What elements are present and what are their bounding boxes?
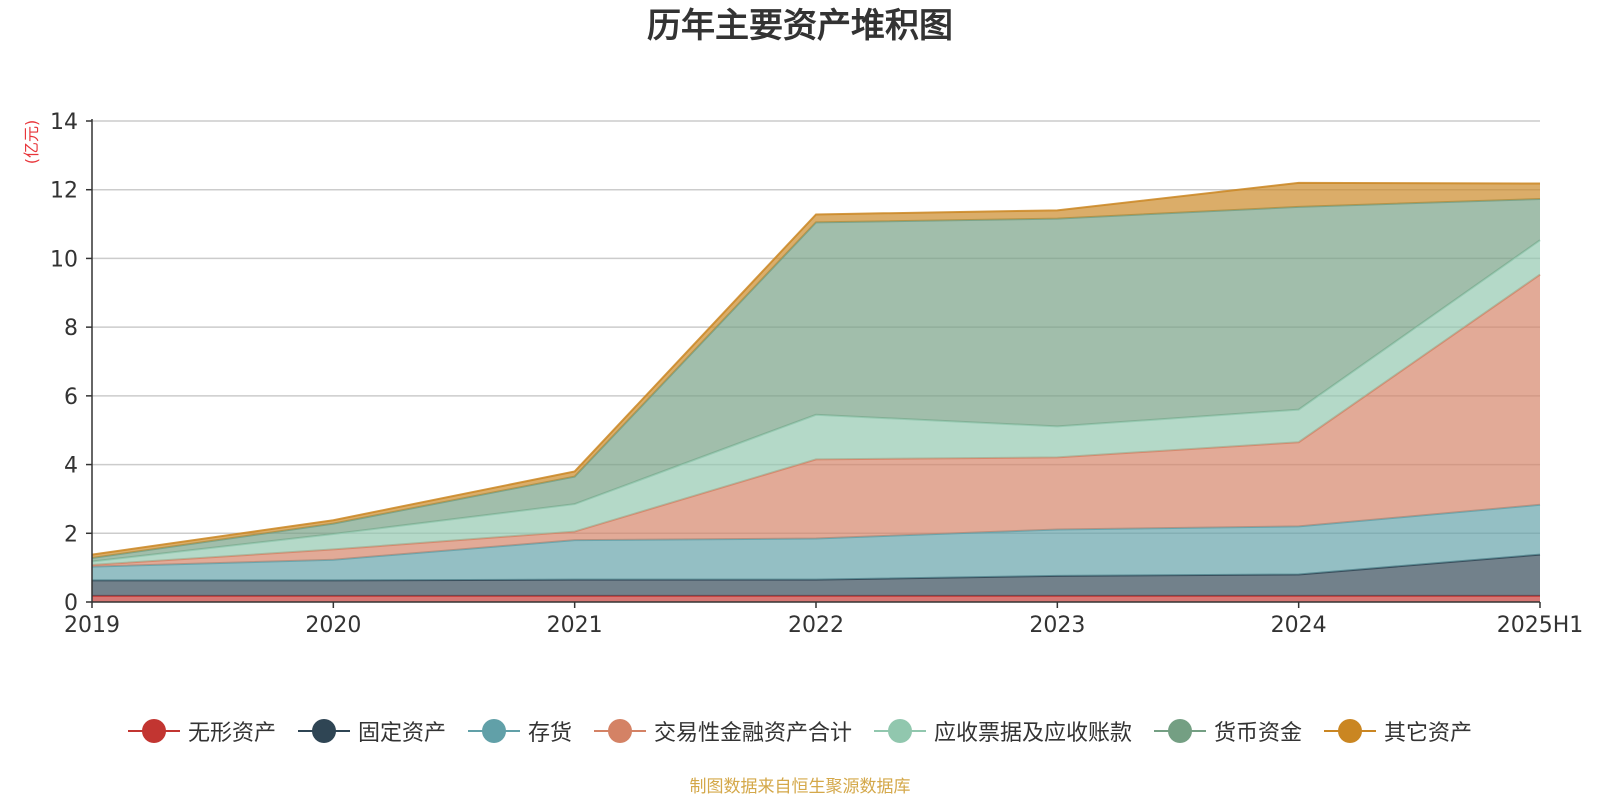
legend-item-1[interactable]: 固定资产 — [297, 715, 446, 747]
chart-title: 历年主要资产堆积图 — [647, 6, 953, 46]
y-tick-label-10: 10 — [50, 247, 78, 272]
legend-swatch-icon — [467, 719, 520, 743]
legend: 无形资产 固定资产 存货 交易性金融资产合计 应收票据及应收账款 货币资金 其它资产 — [0, 715, 1600, 747]
legend-swatch-icon — [874, 719, 926, 743]
y-axis-label: (亿元) — [22, 120, 41, 165]
legend-dot — [888, 719, 912, 743]
area-series-0 — [92, 595, 1540, 602]
y-tick-label-12: 12 — [50, 179, 78, 204]
x-tick-label-1: 2020 — [305, 613, 361, 638]
legend-swatch-icon — [127, 719, 180, 743]
legend-swatch-icon — [593, 719, 646, 743]
legend-label: 存货 — [527, 721, 572, 746]
legend-dot — [141, 719, 166, 743]
x-tick-label-0: 2019 — [64, 613, 120, 638]
legend-swatch-icon — [1324, 719, 1377, 743]
y-tick-label-8: 8 — [64, 316, 78, 341]
legend-item-3[interactable]: 交易性金融资产合计 — [593, 715, 852, 747]
line-series-5 — [91, 197, 1541, 560]
line-series-3 — [91, 273, 1541, 566]
legend-dot — [481, 719, 506, 743]
x-tick-label-3: 2022 — [788, 613, 844, 638]
legend-label: 应收票据及应收账款 — [934, 721, 1133, 746]
legend-label: 其它资产 — [1384, 721, 1473, 746]
y-tick-label-2: 2 — [64, 522, 78, 547]
x-tick-label-2: 2021 — [547, 613, 603, 638]
area-series-5 — [92, 198, 1540, 562]
legend-label: 货币资金 — [1214, 721, 1303, 746]
legend-dot — [1338, 719, 1363, 743]
legend-item-6[interactable]: 其它资产 — [1324, 715, 1472, 747]
legend-dot — [311, 719, 336, 743]
legend-item-4[interactable]: 应收票据及应收账款 — [874, 715, 1132, 747]
source-note: 制图数据来自恒生聚源数据库 — [689, 777, 911, 797]
legend-dot — [607, 719, 632, 743]
legend-label: 固定资产 — [357, 721, 446, 746]
area-series-2 — [92, 504, 1540, 581]
line-series-6 — [91, 181, 1541, 556]
x-tick-label-6: 2025H1 — [1497, 613, 1584, 638]
legend-dot — [1168, 719, 1193, 743]
area-series-1 — [92, 554, 1540, 596]
y-tick-label-4: 4 — [64, 454, 78, 479]
legend-label: 交易性金融资产合计 — [653, 721, 852, 746]
y-tick-label-6: 6 — [64, 385, 78, 410]
line-series-4 — [91, 239, 1541, 563]
legend-label: 无形资产 — [187, 721, 276, 746]
area-series-3 — [92, 274, 1540, 567]
legend-swatch-icon — [1154, 719, 1207, 743]
x-tick-label-5: 2024 — [1271, 613, 1327, 638]
legend-item-0[interactable]: 无形资产 — [127, 715, 276, 747]
y-tick-label-14: 14 — [50, 110, 78, 135]
legend-item-2[interactable]: 存货 — [467, 715, 572, 747]
x-tick-label-4: 2023 — [1029, 613, 1085, 638]
y-tick-label-0: 0 — [64, 591, 78, 616]
legend-item-5[interactable]: 货币资金 — [1154, 715, 1302, 747]
legend-swatch-icon — [297, 719, 350, 743]
